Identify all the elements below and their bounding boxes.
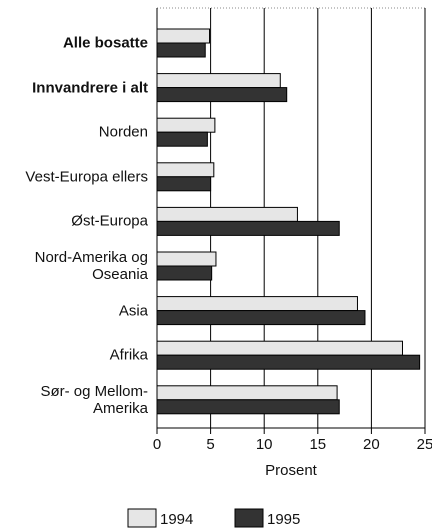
x-tick-label: 10: [256, 436, 273, 453]
bar: [156, 131, 208, 147]
legend-label: 1994: [160, 511, 193, 528]
category-label: Nord-Amerika og Oseania: [34, 249, 148, 283]
bar: [156, 206, 298, 222]
category-label: Asia: [118, 302, 148, 320]
bar: [156, 73, 281, 89]
category-label: Afrika: [109, 346, 148, 364]
x-tick-label: 15: [309, 436, 326, 453]
legend-swatch: [127, 508, 157, 528]
bar: [156, 251, 217, 267]
bar: [156, 42, 206, 58]
bar: [156, 354, 421, 370]
x-tick-label: 0: [153, 436, 161, 453]
legend-swatch: [234, 508, 264, 528]
category-label: Sør- og Mellom- Amerika: [40, 382, 148, 417]
x-axis-label: Prosent: [265, 462, 318, 479]
bar: [156, 176, 212, 192]
bar: [156, 162, 215, 178]
bar: [156, 399, 340, 415]
legend-label: 1995: [267, 511, 300, 528]
category-label: Alle bosatte: [62, 34, 148, 52]
bar: [156, 220, 340, 236]
bar: [156, 385, 338, 401]
bar: [156, 310, 366, 326]
x-tick-label: 20: [363, 436, 380, 453]
category-label: Norden: [98, 123, 148, 141]
bar: [156, 87, 288, 103]
bar: [156, 28, 211, 44]
bar: [156, 117, 216, 133]
bar: [156, 340, 403, 356]
x-tick-label: 5: [206, 436, 214, 453]
category-label: Innvandrere i alt: [32, 79, 148, 97]
category-label: Vest-Europa ellers: [25, 168, 148, 186]
x-tick-label: 25: [417, 436, 432, 453]
bar: [156, 265, 213, 281]
category-label: Øst-Europa: [71, 212, 148, 230]
bar: [156, 296, 358, 312]
